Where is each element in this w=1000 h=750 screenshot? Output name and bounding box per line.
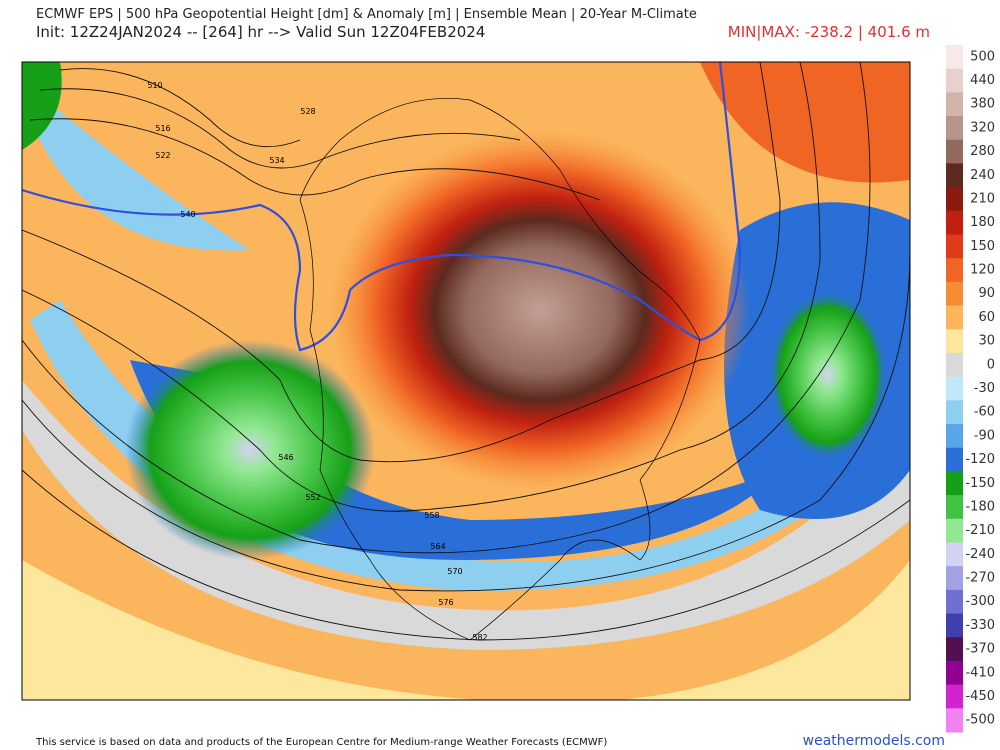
colorbar: 500 440 380 320 280 240 210 180 150 120 90 60 30 0 -30… — [946, 45, 995, 733]
title: ECMWF EPS | 500 hPa Geopotential Height … — [36, 7, 697, 22]
colorbar-label: -410 — [965, 665, 995, 680]
colorbar-label: 180 — [970, 215, 995, 230]
init-time: Init: 12Z24JAN2024 -- [264] hr --> Valid… — [36, 23, 485, 41]
contour-label: 528 — [300, 107, 315, 116]
colorbar-label: 120 — [970, 263, 995, 278]
colorbar-swatch — [946, 92, 963, 117]
colorbar-label: 60 — [978, 310, 995, 325]
colorbar-label: 280 — [970, 144, 995, 159]
colorbar-label: -240 — [965, 547, 995, 562]
colorbar-swatch — [946, 234, 963, 259]
colorbar-swatch — [946, 139, 963, 164]
contour-label: 516 — [155, 124, 170, 133]
colorbar-label: -300 — [965, 594, 995, 609]
colorbar-swatch — [946, 637, 963, 662]
colorbar-label: 30 — [978, 334, 995, 349]
colorbar-swatch — [946, 305, 963, 330]
colorbar-swatch — [946, 187, 963, 212]
colorbar-swatch — [946, 376, 963, 401]
colorbar-swatch — [946, 258, 963, 283]
colorbar-swatch — [946, 518, 963, 543]
colorbar-label: -150 — [965, 476, 995, 491]
colorbar-label: 440 — [970, 73, 995, 88]
colorbar-swatch — [946, 424, 963, 449]
contour-label: 540 — [180, 210, 195, 219]
contour-label: 570 — [447, 567, 462, 576]
colorbar-label: -450 — [965, 689, 995, 704]
map — [22, 62, 910, 700]
colorbar-swatch — [946, 542, 963, 567]
colorbar-label: -180 — [965, 499, 995, 514]
colorbar-swatch — [946, 329, 963, 354]
colorbar-swatch — [946, 210, 963, 236]
colorbar-label: 240 — [970, 168, 995, 183]
contours — [22, 62, 910, 641]
colorbar-swatch — [946, 613, 963, 638]
colorbar-swatch — [946, 708, 963, 733]
contour-label: 582 — [472, 633, 487, 642]
min-max: MIN|MAX: -238.2 | 401.6 m — [728, 23, 930, 41]
colorbar-swatch — [946, 447, 963, 472]
colorbar-label: 210 — [970, 191, 995, 206]
colorbar-swatch — [946, 566, 963, 591]
contour-label: 564 — [430, 542, 445, 551]
colorbar-label: 380 — [970, 97, 995, 112]
colorbar-label: -120 — [965, 452, 995, 467]
colorbar-label: -30 — [974, 381, 995, 396]
colorbar-label: 0 — [987, 357, 995, 372]
contour-label: 576 — [438, 598, 453, 607]
contour-label: 510 — [147, 81, 162, 90]
colorbar-label: 320 — [970, 120, 995, 135]
colorbar-label: -500 — [965, 713, 995, 728]
colorbar-label: 150 — [970, 239, 995, 254]
colorbar-swatch — [946, 684, 963, 709]
colorbar-label: -270 — [965, 571, 995, 586]
colorbar-label: -60 — [974, 405, 995, 420]
contour-label: 522 — [155, 151, 170, 160]
colorbar-swatch — [946, 281, 963, 307]
footer-notice: This service is based on data and produc… — [35, 737, 607, 748]
colorbar-swatch — [946, 116, 963, 141]
site-link: weathermodels.com — [803, 733, 945, 749]
colorbar-label: 500 — [970, 49, 995, 64]
colorbar-swatch — [946, 471, 963, 496]
colorbar-swatch — [946, 495, 963, 520]
contour-label: 546 — [278, 453, 293, 462]
colorbar-swatch — [946, 45, 963, 70]
contour-label: 552 — [305, 493, 320, 502]
colorbar-swatch — [946, 400, 963, 425]
colorbar-swatch — [946, 589, 963, 615]
colorbar-label: -90 — [974, 428, 995, 443]
colorbar-label: -370 — [965, 642, 995, 657]
colorbar-swatch — [946, 352, 963, 378]
colorbar-label: -330 — [965, 618, 995, 633]
colorbar-label: -210 — [965, 523, 995, 538]
map-frame — [21, 61, 911, 701]
colorbar-swatch — [946, 163, 963, 188]
coastlines — [299, 97, 701, 641]
colorbar-label: 90 — [978, 286, 995, 301]
colorbar-swatch — [946, 68, 963, 93]
contour-label: 534 — [269, 156, 284, 165]
colorbar-swatch — [946, 660, 963, 686]
contour-label: 558 — [424, 511, 439, 520]
